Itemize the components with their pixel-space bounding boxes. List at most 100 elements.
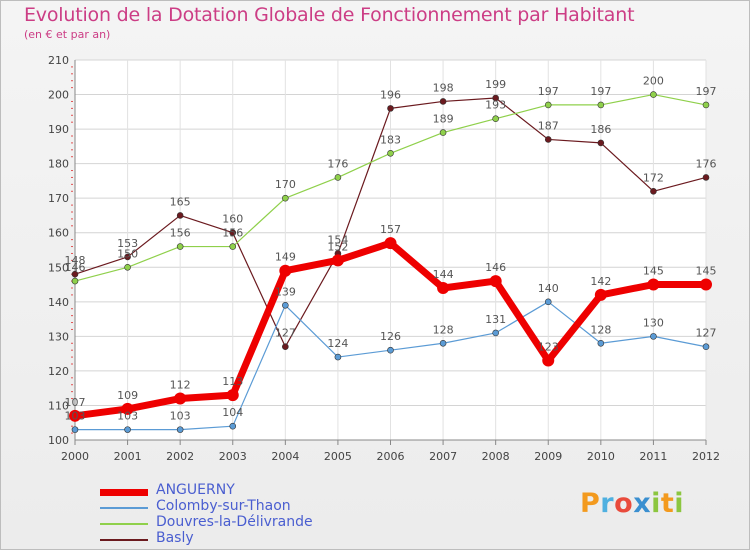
y-tick-label: 210 (48, 54, 69, 67)
data-label: 165 (170, 195, 191, 208)
data-label: 186 (590, 123, 611, 136)
data-label: 156 (170, 227, 191, 240)
data-label: 150 (117, 247, 138, 260)
data-point (334, 353, 342, 361)
data-label: 103 (170, 410, 191, 423)
data-point (439, 129, 447, 136)
logo-letter: P (580, 488, 601, 519)
data-label: 103 (65, 410, 86, 423)
data-label: 152 (327, 240, 348, 253)
data-point (174, 392, 187, 405)
data-label: 103 (117, 410, 138, 423)
x-tick-label: 2010 (587, 450, 615, 463)
data-point (282, 194, 289, 202)
data-point (71, 270, 79, 278)
y-tick-label: 120 (48, 365, 69, 378)
y-tick-label: 130 (48, 330, 69, 343)
logo-letter: r (600, 488, 615, 519)
data-point (229, 243, 237, 250)
data-label: 193 (485, 99, 506, 112)
y-tick-label: 180 (48, 158, 69, 171)
data-point (124, 253, 131, 261)
data-point (544, 298, 552, 306)
data-label: 131 (485, 313, 506, 326)
data-point (542, 354, 555, 367)
data-label: 128 (433, 323, 454, 336)
data-label: 146 (65, 261, 86, 274)
y-tick-label: 110 (48, 399, 69, 412)
data-point (176, 243, 184, 250)
x-tick-label: 2004 (271, 450, 299, 463)
x-tick-label: 2001 (114, 450, 142, 463)
y-tick-label: 140 (48, 296, 69, 309)
data-point (700, 278, 712, 291)
data-label: 189 (433, 113, 454, 126)
data-point (492, 115, 499, 123)
data-label: 157 (380, 223, 401, 236)
legend-swatch (100, 523, 148, 525)
data-label: 107 (65, 396, 86, 409)
data-label: 200 (643, 75, 664, 88)
data-label: 140 (538, 282, 559, 295)
data-point (124, 426, 131, 433)
data-point (282, 301, 289, 309)
data-point (437, 282, 450, 294)
data-label: 145 (643, 265, 664, 278)
data-point (229, 229, 237, 237)
legend-swatch (100, 507, 148, 509)
y-tick-label: 170 (48, 192, 69, 205)
legend-label: Colomby-sur-Thaon (156, 498, 291, 514)
data-label: 104 (222, 406, 243, 419)
data-label: 196 (380, 88, 401, 101)
data-point (650, 333, 657, 340)
y-tick-label: 190 (48, 123, 69, 136)
series-lines (69, 91, 712, 433)
data-label: 139 (275, 285, 296, 298)
data-label: 113 (222, 375, 243, 388)
data-point (229, 422, 237, 430)
y-tick-label: 150 (48, 261, 69, 274)
data-label: 126 (380, 330, 401, 343)
data-point (702, 101, 710, 109)
legend-label: ANGUERNY (156, 482, 235, 498)
data-point (597, 339, 605, 347)
data-label: 156 (222, 227, 243, 240)
data-label: 109 (117, 389, 138, 402)
data-point (69, 409, 81, 422)
logo-letter: i (674, 488, 685, 519)
x-tick-label: 2012 (692, 450, 720, 463)
data-point (544, 101, 552, 109)
data-label: 153 (117, 237, 138, 250)
x-tick-label: 2008 (482, 450, 510, 463)
data-point (387, 149, 394, 157)
data-point (702, 343, 710, 351)
legend-swatch (100, 489, 148, 496)
data-label: 127 (696, 327, 717, 340)
data-point (594, 288, 607, 301)
data-label: 176 (696, 157, 717, 170)
data-point (387, 346, 394, 354)
data-label: 172 (643, 171, 664, 184)
x-tick-label: 2000 (61, 450, 89, 463)
data-label: 199 (485, 78, 506, 91)
data-label: 148 (65, 254, 86, 267)
data-point (226, 389, 239, 402)
data-point (279, 264, 292, 277)
data-label: 146 (485, 261, 506, 274)
axes: 100 110 120 130 140 150 160 170 180 190 200 210 2000… (48, 54, 720, 463)
data-point (176, 426, 184, 433)
x-tick-label: 2009 (534, 450, 562, 463)
logo-letter: t (660, 488, 675, 519)
data-label: 124 (327, 337, 348, 350)
legend-label: Douvres-la-Délivrande (156, 514, 313, 530)
data-label: 142 (590, 275, 611, 288)
data-point (121, 402, 134, 415)
data-point (124, 263, 131, 271)
data-label: 149 (275, 251, 296, 264)
data-label: 176 (327, 157, 348, 170)
chart-title: Evolution de la Dotation Globale de Fonc… (24, 4, 635, 26)
x-tick-label: 2011 (639, 450, 667, 463)
data-label: 183 (380, 133, 401, 146)
data-label: 198 (433, 81, 454, 94)
